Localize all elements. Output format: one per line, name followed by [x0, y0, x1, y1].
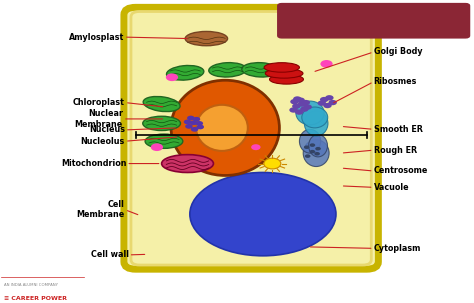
Ellipse shape [265, 69, 303, 78]
Text: Plant Cell: Plant Cell [336, 273, 411, 287]
Circle shape [197, 125, 204, 129]
Ellipse shape [303, 140, 329, 167]
Circle shape [303, 104, 312, 110]
Circle shape [292, 103, 301, 109]
Circle shape [151, 143, 163, 151]
Text: Chloroplast: Chloroplast [73, 98, 125, 107]
Ellipse shape [143, 116, 181, 131]
Circle shape [310, 150, 315, 153]
Ellipse shape [171, 80, 279, 175]
Ellipse shape [185, 32, 228, 46]
Circle shape [264, 158, 281, 169]
Circle shape [290, 99, 299, 104]
Text: Amylosplast: Amylosplast [69, 33, 124, 42]
Text: Rough ER: Rough ER [374, 146, 417, 155]
Text: Golgi Body: Golgi Body [374, 48, 422, 56]
Ellipse shape [166, 65, 204, 80]
Text: Smooth ER: Smooth ER [374, 125, 422, 134]
Ellipse shape [302, 107, 328, 128]
Ellipse shape [304, 111, 328, 136]
Circle shape [310, 143, 315, 147]
Circle shape [328, 100, 337, 105]
Ellipse shape [162, 155, 213, 172]
Circle shape [295, 109, 303, 115]
Circle shape [300, 106, 309, 112]
Text: Nuclear
Membrane: Nuclear Membrane [75, 109, 123, 128]
Circle shape [196, 121, 203, 126]
Ellipse shape [296, 101, 324, 125]
Circle shape [315, 147, 321, 151]
Circle shape [325, 95, 334, 101]
Ellipse shape [264, 63, 300, 72]
Circle shape [318, 101, 326, 106]
Circle shape [251, 144, 261, 150]
Ellipse shape [209, 63, 246, 77]
Ellipse shape [145, 134, 183, 148]
Text: ≡ CAREER POWER: ≡ CAREER POWER [4, 296, 67, 301]
Ellipse shape [143, 96, 180, 112]
Ellipse shape [242, 63, 279, 77]
Circle shape [320, 60, 333, 68]
Circle shape [187, 116, 195, 120]
Text: Centrosome: Centrosome [374, 166, 428, 175]
Ellipse shape [300, 129, 320, 153]
Text: Nucleolus: Nucleolus [81, 137, 125, 146]
Circle shape [323, 103, 332, 108]
Circle shape [314, 152, 320, 155]
Text: Nucleus: Nucleus [89, 125, 125, 135]
Circle shape [296, 98, 305, 103]
Circle shape [293, 96, 301, 102]
Circle shape [191, 127, 198, 132]
Circle shape [190, 120, 197, 125]
Circle shape [320, 97, 328, 102]
Circle shape [289, 107, 298, 113]
Circle shape [166, 73, 178, 81]
Text: Vacuole: Vacuole [374, 183, 409, 192]
Circle shape [305, 154, 310, 158]
FancyBboxPatch shape [124, 7, 378, 269]
Ellipse shape [270, 75, 303, 84]
Text: AN INDIA ALUMNI COMPANY: AN INDIA ALUMNI COMPANY [4, 283, 58, 287]
Text: Cytoplasm: Cytoplasm [374, 244, 421, 253]
Text: Cell wall: Cell wall [91, 250, 128, 259]
Text: Ribosmes: Ribosmes [374, 77, 417, 86]
Circle shape [301, 100, 310, 105]
Text: Mitochondrion: Mitochondrion [61, 159, 126, 168]
Circle shape [298, 102, 306, 107]
FancyBboxPatch shape [277, 3, 470, 38]
Circle shape [304, 145, 310, 149]
Circle shape [184, 119, 191, 124]
Text: Cell
Membrane: Cell Membrane [77, 200, 125, 219]
Ellipse shape [309, 135, 328, 157]
Circle shape [193, 117, 200, 122]
Ellipse shape [196, 105, 248, 151]
Ellipse shape [190, 172, 336, 256]
Circle shape [185, 124, 193, 129]
